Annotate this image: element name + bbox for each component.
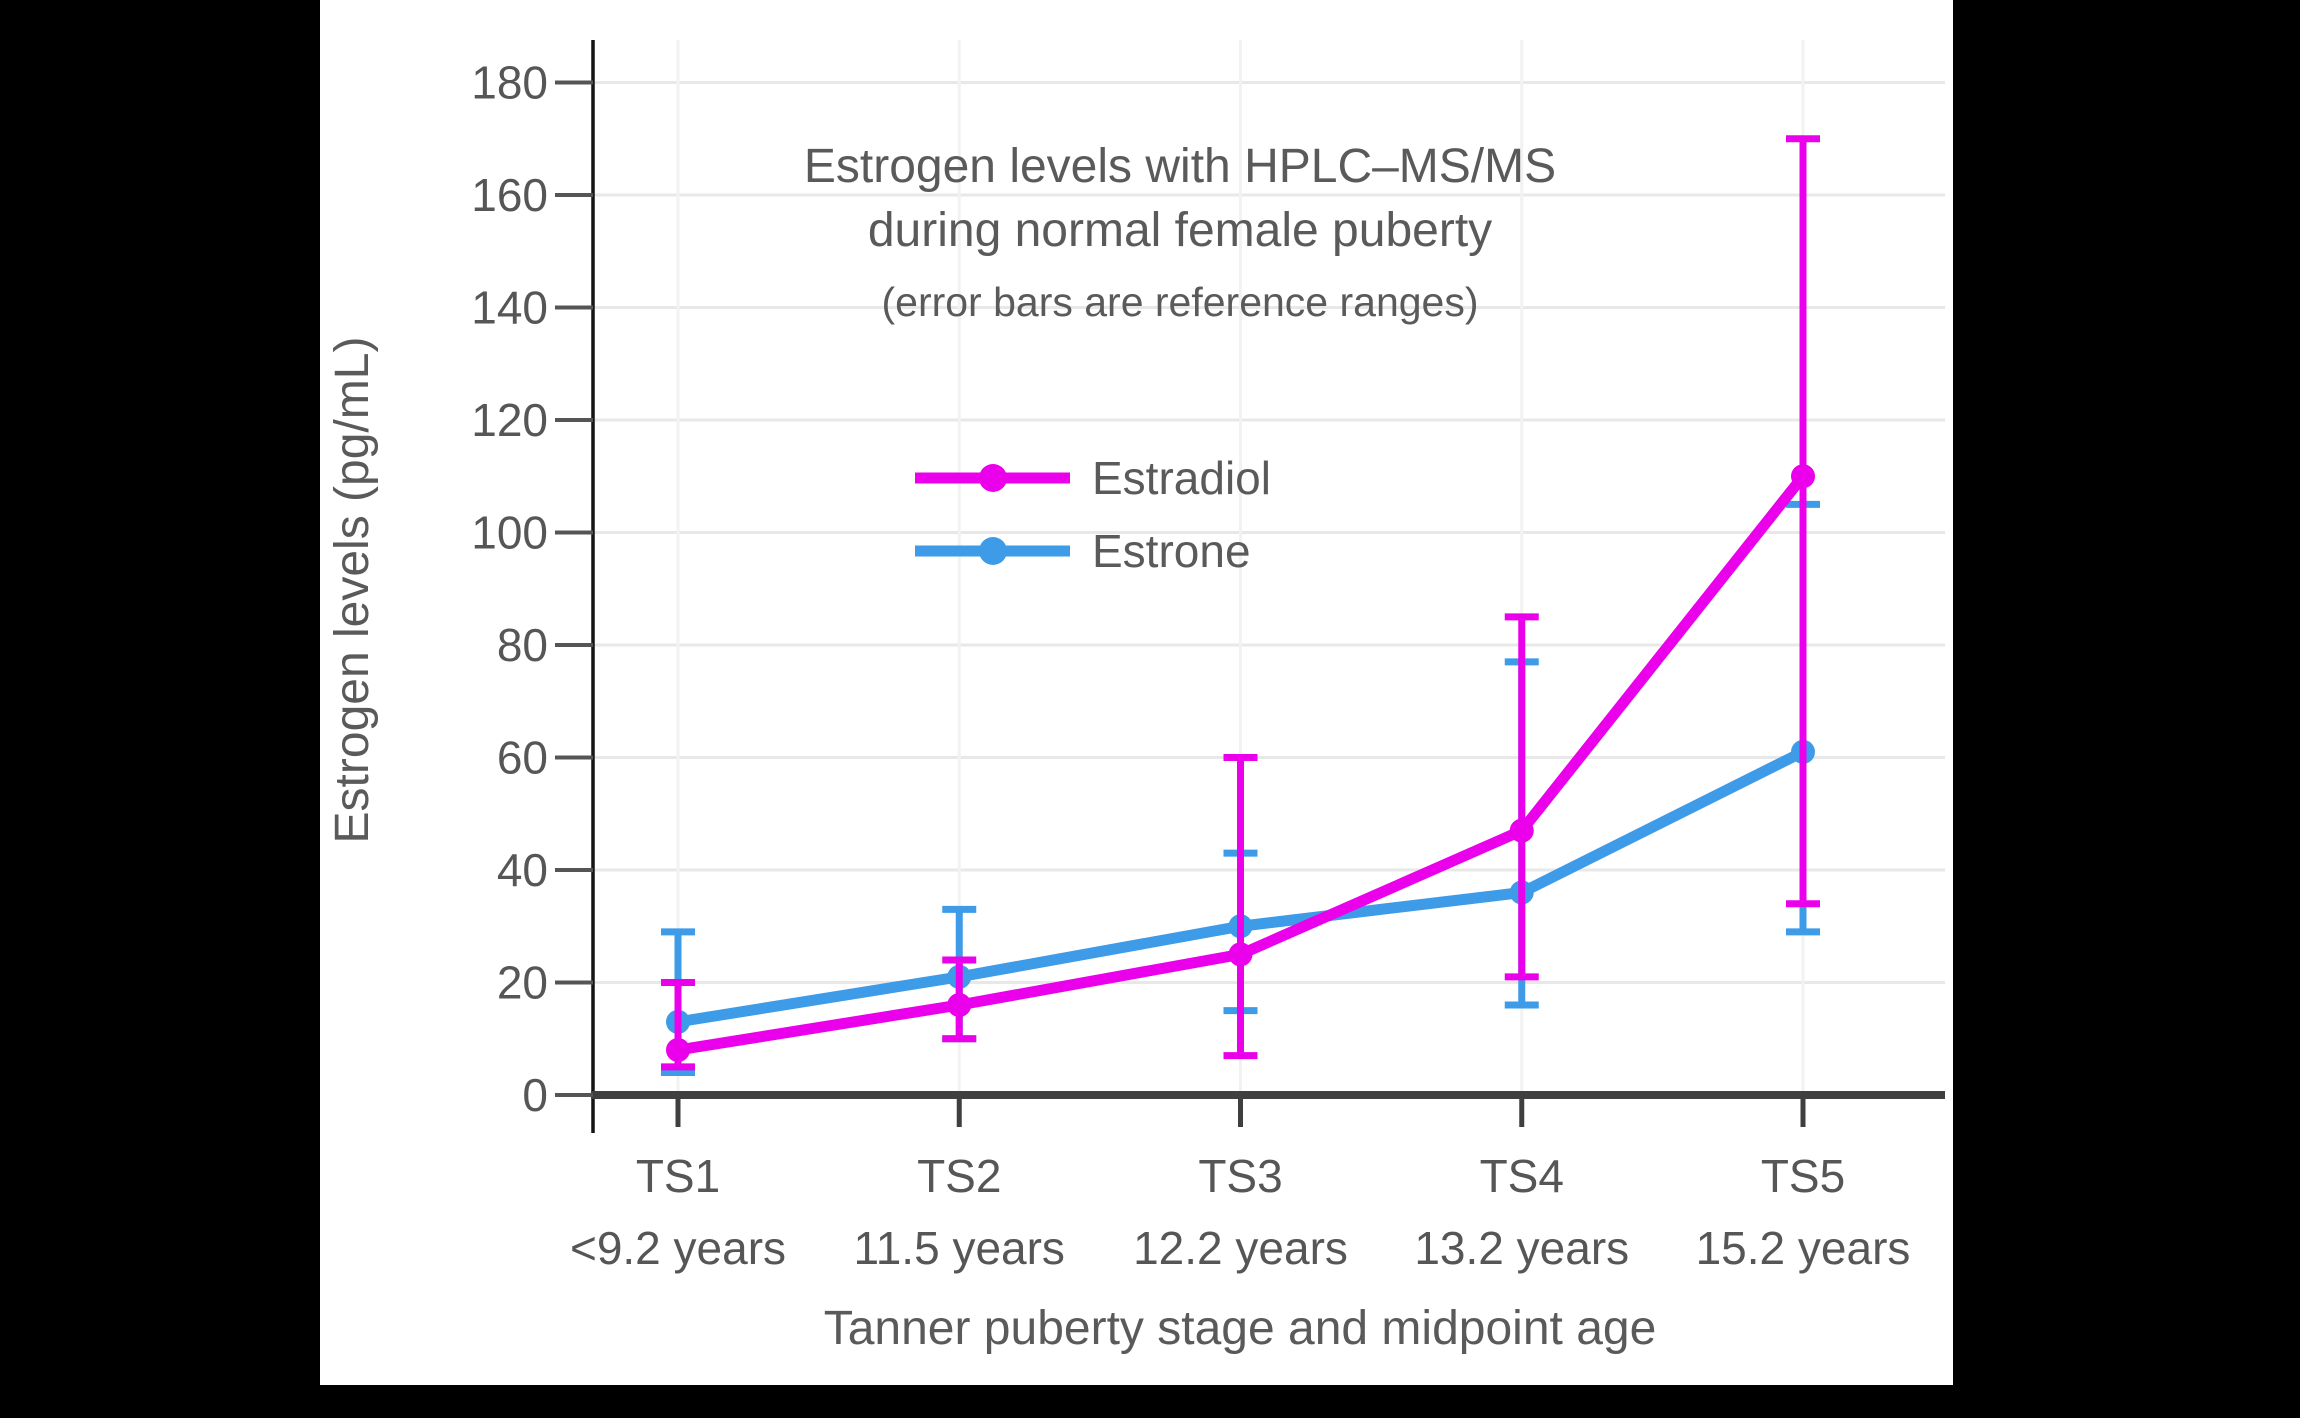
legend-label-estrone: Estrone	[1092, 525, 1251, 577]
y-tick-label-100: 100	[471, 507, 548, 559]
legend: Estradiol Estrone	[915, 452, 1271, 577]
chart-subtitle: (error bars are reference ranges)	[881, 279, 1478, 325]
y-tick-label-180: 180	[471, 57, 548, 109]
series-estradiol	[661, 135, 1820, 1071]
y-tick-label-60: 60	[497, 732, 548, 784]
y-tick-label-0: 0	[522, 1069, 548, 1121]
x-category-label-TS1: TS1	[636, 1150, 720, 1202]
x-age-sublabel-TS4: 13.2 years	[1414, 1222, 1629, 1274]
chart-title-line2: during normal female puberty	[868, 204, 1492, 257]
x-category-label-TS4: TS4	[1480, 1150, 1564, 1202]
x-category-label-TS5: TS5	[1761, 1150, 1845, 1202]
x-age-sublabel-TS2: 11.5 years	[854, 1222, 1065, 1274]
data-point-estradiol-TS2	[947, 993, 972, 1017]
legend-item-estrone: Estrone	[915, 525, 1251, 577]
chart-title-line1: Estrogen levels with HPLC–MS/MS	[804, 140, 1556, 193]
y-tick-label-40: 40	[497, 844, 548, 896]
legend-marker-estrone	[979, 537, 1007, 565]
y-axis-title: Estrogen levels (pg/mL)	[326, 337, 379, 844]
data-point-estradiol-TS3	[1228, 942, 1253, 967]
x-age-sublabel-TS5: 15.2 years	[1696, 1222, 1911, 1274]
error-bar-estradiol-TS3	[1223, 754, 1258, 1060]
error-bar-estradiol-TS5	[1786, 135, 1820, 908]
x-age-sublabel-TS3: 12.2 years	[1133, 1222, 1348, 1274]
x-tick-marks	[675, 1099, 1806, 1127]
data-point-estradiol-TS5	[1791, 464, 1815, 489]
x-axis-title: Tanner puberty stage and midpoint age	[824, 1302, 1657, 1355]
x-category-label-TS2: TS2	[917, 1150, 1001, 1202]
x-age-sublabels: <9.2 years 11.5 years 12.2 years 13.2 years…	[570, 1222, 1910, 1274]
data-point-estradiol-TS4	[1509, 818, 1534, 843]
legend-item-estradiol: Estradiol	[915, 452, 1271, 504]
data-point-estradiol-TS1	[666, 1038, 690, 1062]
y-tick-label-160: 160	[471, 169, 548, 221]
horizontal-gridlines	[593, 81, 1945, 984]
x-category-labels: TS1 TS2 TS3 TS4 TS5	[636, 1150, 1845, 1202]
legend-label-estradiol: Estradiol	[1092, 452, 1271, 504]
y-tick-label-120: 120	[471, 394, 548, 446]
x-age-sublabel-TS1: <9.2 years	[570, 1222, 786, 1274]
error-bar-estradiol-TS4	[1504, 613, 1539, 981]
y-tick-marks	[555, 80, 593, 1097]
data-series-layer	[661, 135, 1820, 1076]
y-tick-label-20: 20	[497, 957, 548, 1009]
x-category-label-TS3: TS3	[1198, 1150, 1282, 1202]
y-tick-label-80: 80	[497, 619, 548, 671]
axes	[591, 40, 1945, 1133]
y-tick-label-140: 140	[471, 282, 548, 334]
y-tick-labels: 0 20 40 60 80 100 120 140 160 180	[471, 57, 548, 1122]
legend-marker-estradiol	[979, 464, 1007, 492]
